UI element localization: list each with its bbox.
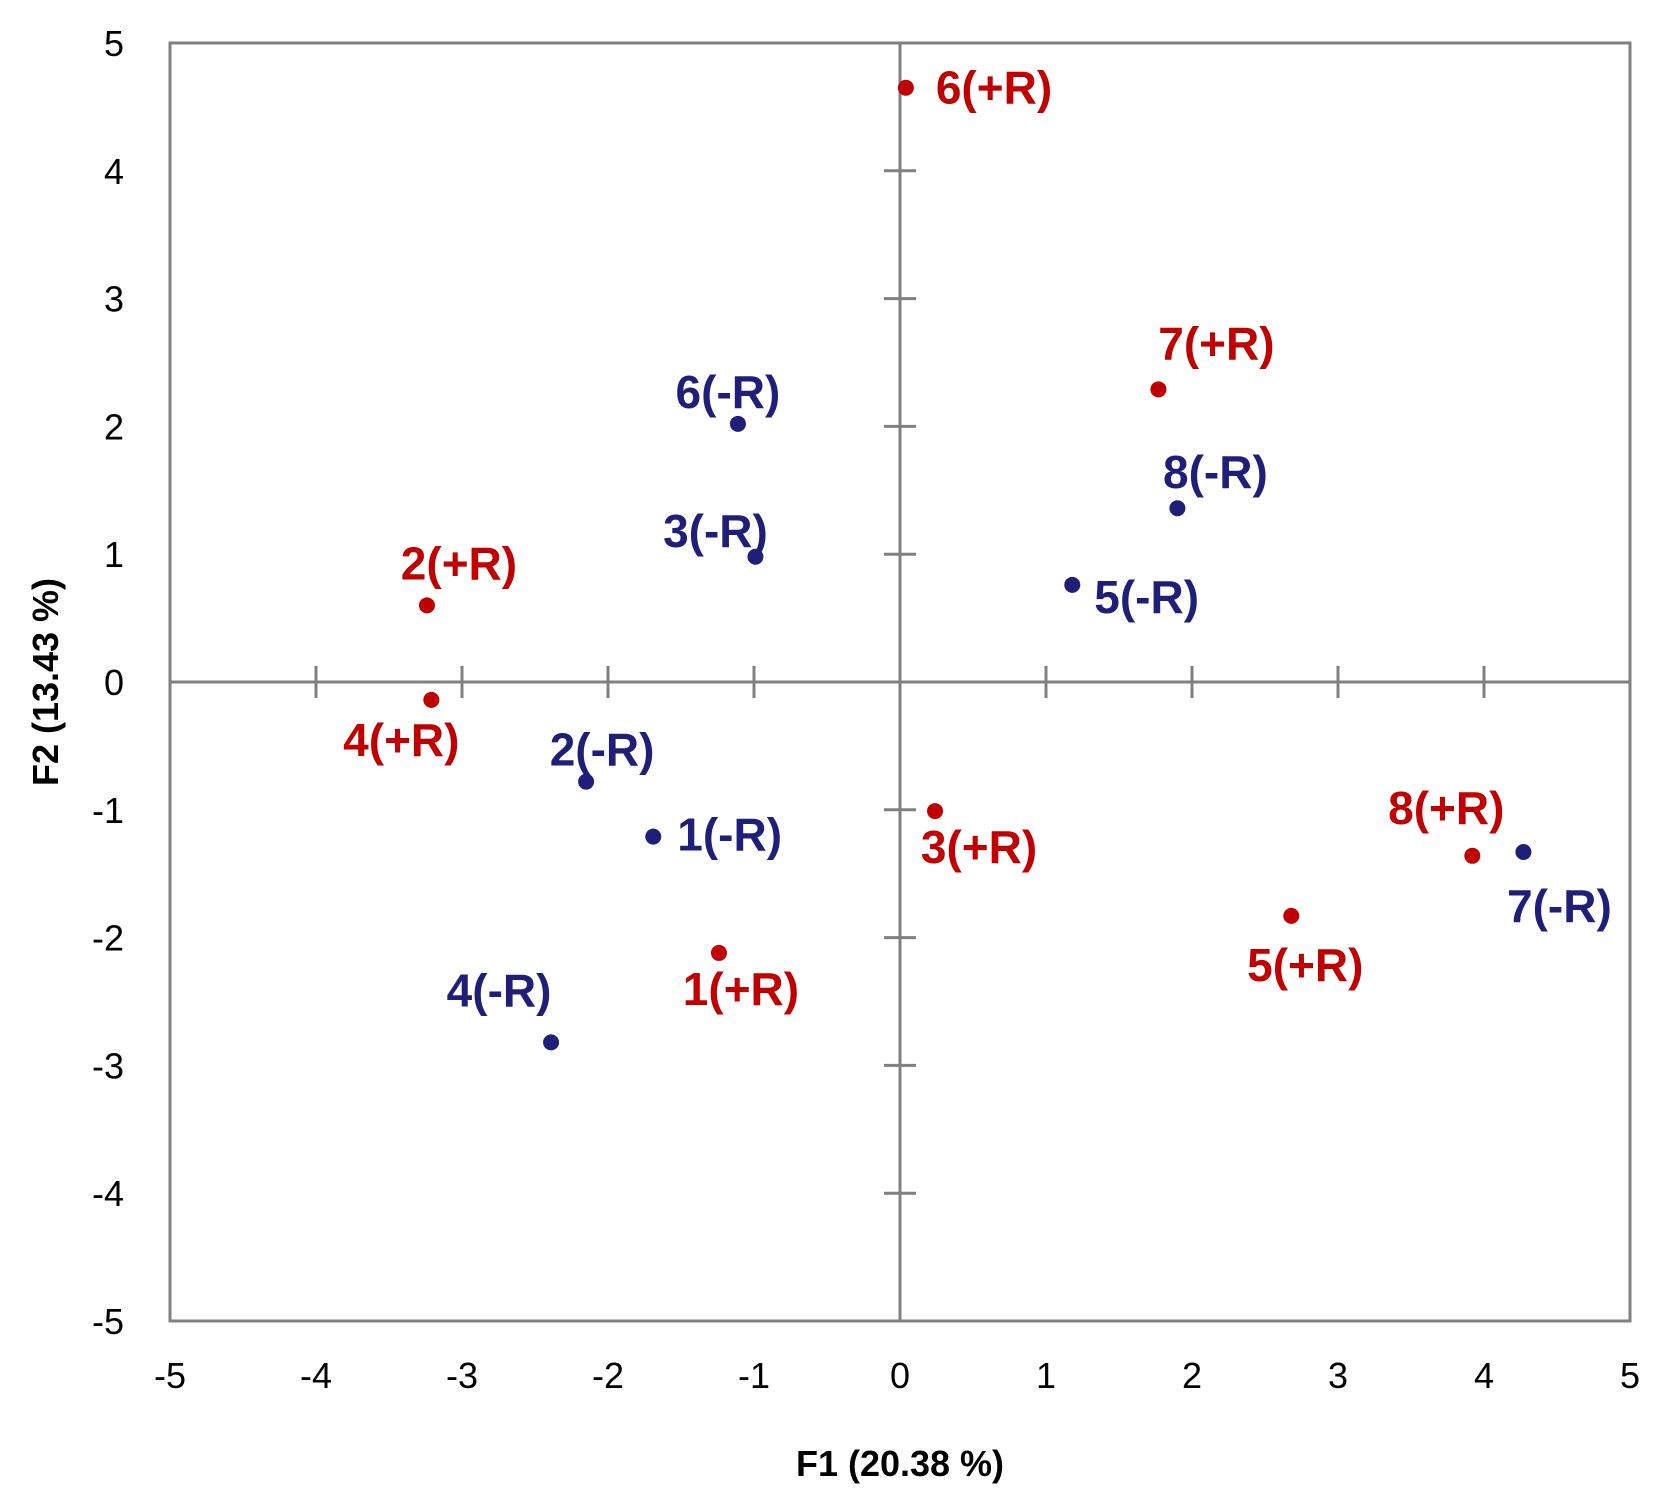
x-tick-label: 2 [1182,1355,1202,1396]
data-label: 7(-R) [1507,880,1612,932]
x-tick-label: -2 [592,1355,624,1396]
data-label: 1(+R) [683,963,799,1015]
y-tick-label: 1 [104,534,124,575]
data-label: 4(+R) [343,714,459,766]
data-label: 3(+R) [921,821,1037,873]
y-tick-label: -5 [92,1301,124,1342]
data-label: 8(+R) [1388,782,1504,834]
data-point [1515,843,1532,860]
y-tick-label: -2 [92,918,124,959]
data-point [645,828,662,845]
y-tick-label: 5 [104,23,124,64]
y-tick-label: 0 [104,662,124,703]
data-label: 5(-R) [1094,571,1199,623]
data-label: 6(-R) [676,366,781,418]
data-point [710,944,727,961]
y-tick-label: 3 [104,279,124,320]
data-point [1064,576,1081,593]
x-tick-label: 3 [1328,1355,1348,1396]
data-points [418,79,1532,1051]
x-tick-label: -3 [446,1355,478,1396]
y-tick-label: 4 [104,151,124,192]
data-point [423,691,440,708]
axes-layer [170,43,1630,1321]
x-tick-label: -4 [300,1355,332,1396]
y-tick-label: -4 [92,1173,124,1214]
data-label: 5(+R) [1247,939,1363,991]
data-point [897,79,914,96]
data-label: 1(-R) [677,809,782,861]
y-tick-label: 2 [104,406,124,447]
x-tick-label: 5 [1620,1355,1640,1396]
data-label: 6(+R) [936,62,1052,114]
data-point [1169,500,1186,517]
x-axis-title: F1 (20.38 %) [796,1443,1004,1484]
data-label: 3(-R) [663,505,768,557]
data-point [747,548,764,565]
data-label: 7(+R) [1158,317,1274,369]
data-point [927,803,944,820]
x-tick-label: 1 [1036,1355,1056,1396]
y-tick-label: -1 [92,790,124,831]
tick-labels: -5 -4 -3 -2 -1 0 1 2 3 4 5 5 4 3 2 1 0 -1 -2 -3 -4 -5 [92,23,1640,1396]
y-axis-title: F2 (13.43 %) [25,578,66,786]
x-tick-label: -1 [738,1355,770,1396]
data-labels: 1(+R) 2(+R) 3(+R) 4(+R) 5(+R) 6(+R) 7(+R) 8(+R)… [343,62,1612,1017]
data-point [543,1034,560,1051]
x-tick-label: 4 [1474,1355,1494,1396]
y-tick-label: -3 [92,1045,124,1086]
x-tick-label: -5 [154,1355,186,1396]
data-label: 2(-R) [550,724,655,776]
data-point [418,597,435,614]
data-label: 8(-R) [1163,446,1268,498]
data-label: 4(-R) [447,964,552,1016]
data-point [1150,381,1167,398]
data-point [1283,907,1300,924]
x-tick-label: 0 [890,1355,910,1396]
data-label: 2(+R) [401,537,517,589]
data-point [1464,847,1481,864]
data-point [578,773,595,790]
data-point [729,415,746,432]
